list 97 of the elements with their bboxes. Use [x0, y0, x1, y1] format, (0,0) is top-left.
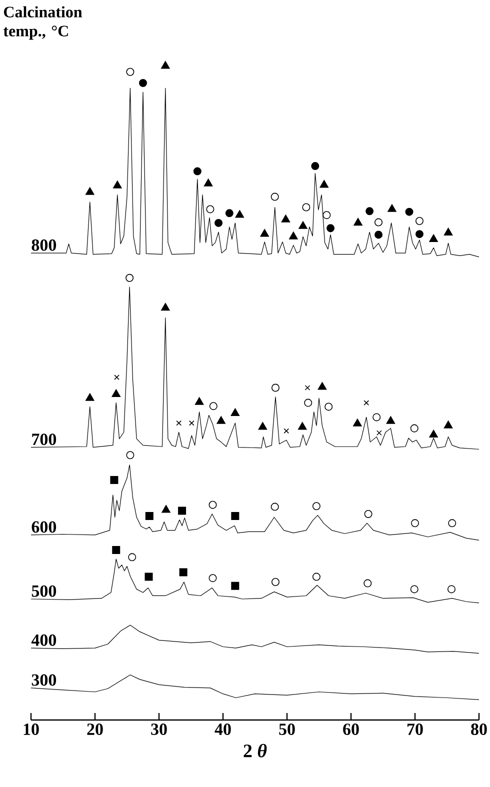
point [364, 400, 370, 406]
point [386, 416, 396, 424]
series-label: 600 [32, 521, 56, 533]
point [444, 420, 453, 428]
point [86, 393, 94, 401]
point [298, 221, 308, 229]
point [126, 451, 134, 460]
point [204, 178, 213, 186]
series-label: 500 [32, 585, 56, 597]
point [364, 510, 372, 518]
point [354, 218, 362, 226]
point [216, 416, 226, 424]
point [209, 402, 218, 410]
point [322, 211, 331, 220]
point [161, 302, 170, 311]
point [376, 430, 382, 436]
point [178, 506, 186, 515]
point [366, 207, 374, 216]
point [208, 574, 217, 582]
point [415, 216, 424, 225]
point [429, 430, 438, 438]
point [271, 384, 280, 392]
point [298, 422, 307, 430]
point [139, 79, 147, 87]
point [374, 218, 383, 226]
chart-title: Calcination temp., °C [3, 6, 82, 40]
point [388, 204, 396, 212]
point [176, 420, 182, 426]
point [112, 546, 120, 554]
point [225, 209, 234, 218]
point [353, 418, 362, 426]
x-tick-label: 70 [407, 724, 423, 736]
point [271, 578, 280, 586]
x-axis-title: 2 θ [244, 744, 267, 758]
point [235, 210, 244, 218]
series-label: 700 [32, 434, 56, 446]
point [304, 398, 312, 407]
point [444, 228, 453, 236]
point [126, 274, 134, 282]
point [374, 230, 383, 239]
point [270, 192, 279, 201]
point [110, 476, 118, 484]
x-tick-label: 50 [279, 724, 295, 736]
x-tick-label: 60 [343, 724, 359, 736]
x-tick-label: 10 [24, 724, 39, 736]
point [162, 505, 170, 513]
point [320, 180, 329, 188]
point [144, 572, 153, 581]
point [145, 512, 154, 520]
point [302, 203, 310, 212]
point [231, 512, 240, 520]
point [231, 582, 240, 590]
point [405, 208, 414, 216]
point [447, 585, 456, 594]
point [114, 374, 120, 380]
x-tick-label: 40 [214, 724, 231, 736]
point [410, 424, 418, 432]
point [324, 402, 333, 411]
point [161, 60, 170, 69]
series-label: 400 [31, 634, 56, 646]
series-label: 800 [32, 239, 56, 251]
point [194, 397, 204, 405]
point [126, 68, 134, 76]
point [410, 585, 418, 594]
point [312, 572, 320, 581]
series-label: 300 [32, 674, 56, 686]
point [258, 422, 268, 430]
point [304, 385, 310, 390]
point [208, 500, 217, 509]
point [364, 579, 372, 588]
point [289, 232, 298, 240]
point [179, 568, 188, 576]
point [214, 218, 223, 227]
x-tick-label: 30 [151, 724, 167, 736]
point [448, 519, 456, 528]
point [429, 234, 438, 242]
point [193, 167, 202, 176]
point [260, 229, 269, 237]
x-tick-label: 80 [471, 724, 487, 736]
point [326, 224, 335, 232]
point [128, 553, 136, 562]
point [206, 205, 214, 214]
point [113, 180, 122, 188]
point [270, 502, 279, 511]
point [318, 382, 327, 390]
point [112, 389, 121, 398]
point [86, 187, 94, 195]
point [415, 230, 424, 238]
point [188, 420, 194, 426]
point [311, 162, 320, 170]
point [284, 428, 290, 434]
point [372, 413, 381, 422]
point [411, 519, 420, 528]
x-tick-label: 20 [87, 724, 103, 736]
point [312, 502, 320, 510]
point [281, 214, 290, 222]
point [230, 408, 240, 416]
